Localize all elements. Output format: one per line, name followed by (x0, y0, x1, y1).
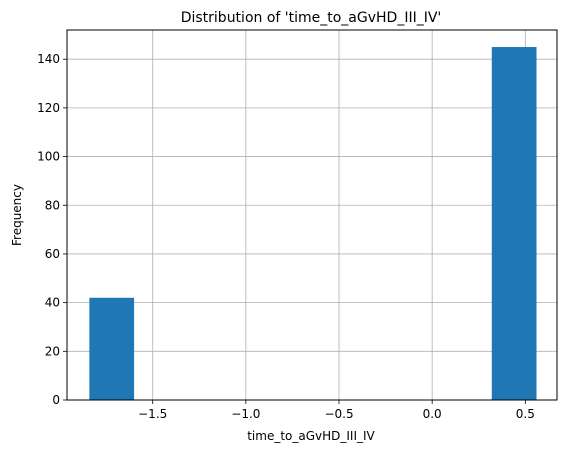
chart-title: Distribution of 'time_to_aGvHD_III_IV' (181, 10, 442, 26)
grid-lines (67, 30, 557, 401)
y-tick-label: 100 (37, 150, 60, 164)
x-axis-ticks: −1.5 −1.0 −0.5 0.0 0.5 (138, 400, 535, 421)
y-tick-label: 0 (52, 393, 60, 407)
y-tick-label: 140 (37, 52, 60, 66)
y-tick-label: 120 (37, 101, 60, 115)
y-tick-label: 40 (45, 296, 60, 310)
x-tick-label: 0.0 (423, 407, 442, 421)
histogram-bars (89, 47, 537, 400)
x-tick-label: 0.5 (516, 407, 535, 421)
y-tick-label: 20 (45, 344, 60, 358)
x-axis-label: time_to_aGvHD_III_IV (247, 429, 375, 443)
x-tick-label: −0.5 (324, 407, 353, 421)
y-axis-label: Frequency (10, 184, 24, 246)
x-tick-label: −1.5 (138, 407, 167, 421)
plot-frame (66, 29, 558, 401)
y-axis-ticks: 0 20 40 60 80 100 120 140 (37, 52, 67, 407)
y-tick-label: 60 (45, 247, 60, 261)
y-tick-label: 80 (45, 198, 60, 212)
histogram-bar (491, 47, 537, 400)
x-tick-label: −1.0 (231, 407, 260, 421)
histogram-bar (89, 297, 135, 400)
